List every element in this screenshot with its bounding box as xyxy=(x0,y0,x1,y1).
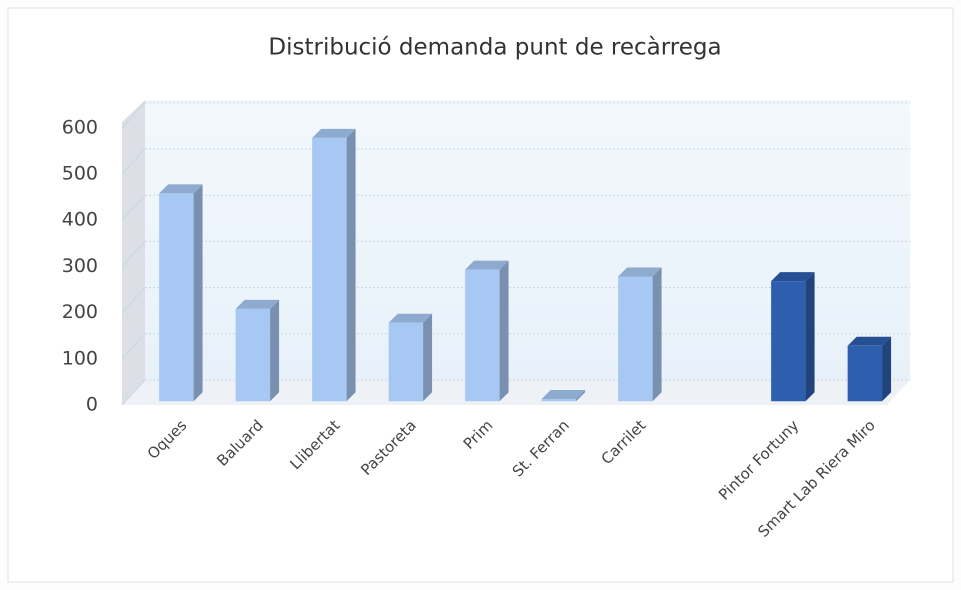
bar-side xyxy=(499,260,509,402)
bar-top xyxy=(618,267,662,277)
bar xyxy=(771,281,806,402)
bar xyxy=(159,193,194,402)
y-tick-label: 600 xyxy=(62,116,98,138)
y-tick-label: 400 xyxy=(62,209,98,231)
y-tick-label: 300 xyxy=(62,255,98,277)
bar-top xyxy=(312,128,356,138)
bar-top xyxy=(847,336,892,346)
grid-line xyxy=(121,287,146,313)
bar xyxy=(235,308,271,402)
bar xyxy=(847,345,883,402)
y-tick-label: 200 xyxy=(62,301,98,323)
bar-side xyxy=(882,336,892,402)
bar-top xyxy=(771,272,815,282)
bar xyxy=(312,137,347,402)
bar-top xyxy=(388,313,433,323)
bar-top xyxy=(235,299,280,309)
grid-line xyxy=(121,102,146,129)
bar-top xyxy=(465,260,509,270)
y-tick-label: 500 xyxy=(62,163,98,185)
bar-side xyxy=(805,272,815,402)
grid-line xyxy=(121,333,146,360)
bar xyxy=(388,322,424,402)
bar-side xyxy=(346,128,356,402)
grid-line xyxy=(121,148,146,175)
bar-side xyxy=(193,184,203,402)
grid-line xyxy=(121,241,146,267)
y-tick-label: 100 xyxy=(62,347,98,369)
bar-side xyxy=(576,389,586,402)
side-wall xyxy=(122,100,145,405)
bar xyxy=(618,276,653,402)
bar-top xyxy=(541,389,586,399)
chart-title: Distribució demanda punt de recàrrega xyxy=(268,35,721,61)
bar-side xyxy=(423,313,433,402)
bar xyxy=(541,398,577,402)
y-tick-label: 0 xyxy=(86,394,98,416)
grid-line xyxy=(121,379,146,406)
bar-top xyxy=(159,184,203,194)
grid-line xyxy=(121,194,146,221)
bar xyxy=(465,269,500,402)
bar-side xyxy=(652,267,662,402)
bar-side xyxy=(270,299,280,402)
